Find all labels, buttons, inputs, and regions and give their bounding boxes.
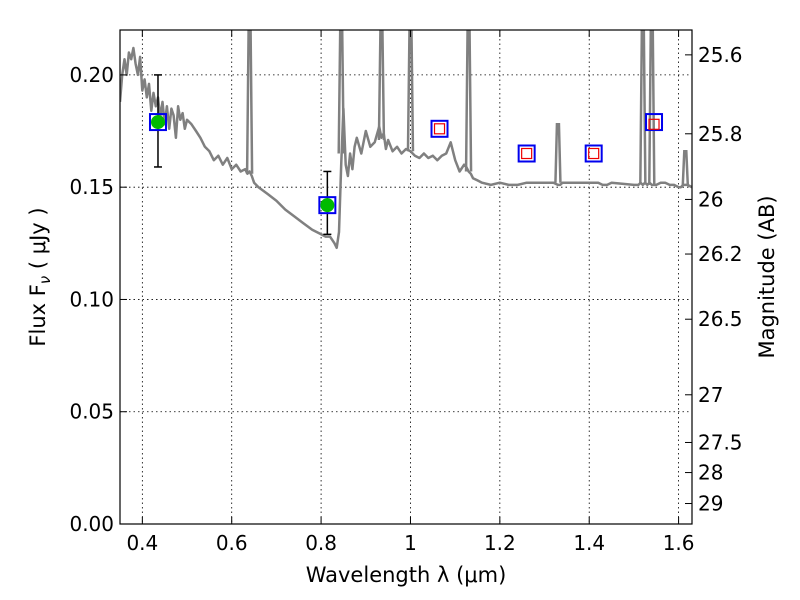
model-sed-line — [120, 46, 692, 250]
grid — [120, 30, 692, 524]
model-flux-marker — [318, 196, 337, 215]
emission-line-spike — [681, 150, 690, 185]
model-flux-marker — [645, 113, 664, 132]
y2-tick-label: 25.8 — [698, 122, 743, 146]
data-markers — [148, 74, 664, 236]
emission-line-spike — [245, 30, 254, 174]
x-axis-title: Wavelength λ (μm) — [306, 563, 507, 587]
y2-tick-label: 26 — [698, 187, 723, 211]
photometry-point — [150, 115, 165, 130]
y2-tick-label: 27 — [698, 383, 723, 407]
y-tick-label: 0.05 — [69, 400, 114, 424]
plot-area — [120, 30, 692, 524]
emission-line-spike — [406, 30, 415, 152]
emission-line-spike — [648, 30, 656, 185]
y2-tick-label: 27.5 — [698, 430, 743, 454]
model-sed-emission-lines — [245, 30, 690, 185]
x-tick-label: 1.2 — [484, 531, 516, 555]
model-flux-marker — [430, 119, 449, 138]
y-axis-title-unit: ( μJy ) — [26, 207, 50, 275]
x-tick-label: 0.8 — [305, 531, 337, 555]
photometry-point — [320, 198, 335, 213]
y-tick-label: 0.00 — [69, 512, 114, 536]
y-axis-title-subscript: ν — [36, 276, 54, 284]
x-tick-label: 1.4 — [573, 531, 605, 555]
x-tick-label: 0.6 — [216, 531, 248, 555]
emission-line-spike — [377, 30, 386, 141]
model-flux-marker — [517, 144, 536, 163]
y2-tick-label: 25.6 — [698, 43, 743, 67]
y2-axis-title: Magnitude (AB) — [755, 195, 779, 358]
x-tick-label: 0.4 — [126, 531, 158, 555]
y-tick-label: 0.20 — [69, 63, 114, 87]
y-axis-title-main: Flux F — [26, 284, 50, 346]
upper-limit-marker — [648, 118, 660, 130]
y2-tick-label: 26.5 — [698, 307, 743, 331]
emission-line-spike — [554, 123, 562, 183]
y2-tick-label: 28 — [698, 461, 723, 485]
x-tick-label: 1.6 — [663, 531, 695, 555]
upper-limit-marker — [521, 147, 533, 160]
x-tick-label: 1 — [404, 531, 417, 555]
axis-ticks: 0.4 0.6 0.8 1 1.2 1.4 1.6 0.00 0.05 0.10 0.15 0.20 2… — [69, 30, 743, 555]
emission-line-spike — [337, 30, 345, 154]
y2-tick-label: 29 — [698, 492, 723, 516]
y-axis-title: Flux Fν ( μJy ) — [26, 207, 54, 346]
y-tick-label: 0.15 — [69, 175, 114, 199]
upper-limit-marker — [588, 147, 600, 160]
model-flux-marker — [148, 113, 167, 132]
y-tick-label: 0.10 — [69, 287, 114, 311]
upper-limit-marker — [433, 123, 446, 135]
y2-tick-label: 26.2 — [698, 242, 743, 266]
model-flux-marker — [584, 144, 603, 163]
emission-line-spike — [639, 30, 647, 183]
emission-line-spike — [464, 30, 473, 172]
plot-frame — [119, 29, 693, 525]
